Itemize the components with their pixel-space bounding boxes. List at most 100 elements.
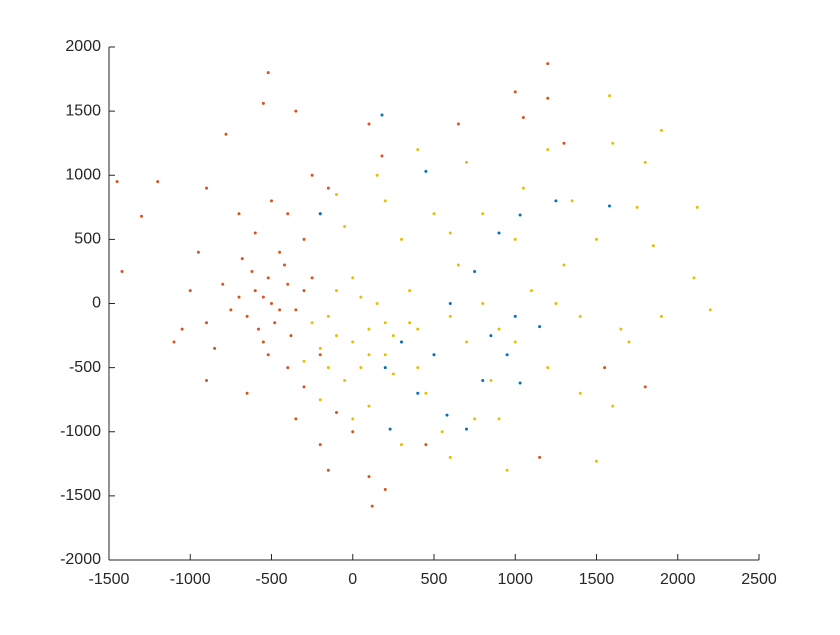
point — [448, 314, 452, 318]
point — [286, 212, 290, 216]
point — [608, 204, 611, 208]
point — [651, 244, 655, 248]
point — [380, 154, 384, 158]
point — [253, 289, 257, 293]
x-tick-label: -1000 — [170, 571, 211, 588]
point — [318, 346, 322, 350]
point — [302, 289, 306, 293]
y-tick-label: 1500 — [65, 102, 101, 119]
point — [432, 353, 436, 357]
point — [554, 199, 558, 203]
y-tick-label: -500 — [69, 359, 101, 376]
x-tick-label: -500 — [255, 571, 287, 588]
point — [180, 327, 184, 331]
point — [261, 340, 265, 344]
point — [294, 308, 298, 312]
point — [221, 282, 225, 286]
point — [205, 186, 208, 190]
point — [383, 487, 387, 491]
point — [518, 213, 522, 217]
point — [351, 430, 355, 434]
point — [391, 334, 395, 338]
point — [278, 308, 282, 312]
point — [380, 113, 384, 117]
point — [318, 353, 322, 357]
point — [261, 101, 265, 105]
point — [343, 378, 347, 382]
point — [335, 289, 338, 293]
point — [513, 340, 517, 344]
point — [408, 321, 412, 325]
point — [383, 321, 387, 325]
point — [326, 468, 330, 472]
point — [562, 263, 566, 267]
point — [497, 327, 501, 331]
point — [273, 321, 277, 325]
point — [294, 109, 298, 113]
point — [513, 314, 517, 318]
point — [224, 132, 228, 136]
point — [367, 475, 371, 479]
point — [367, 122, 371, 126]
point — [518, 381, 522, 385]
point — [245, 314, 249, 318]
point — [570, 199, 574, 203]
point — [619, 327, 623, 331]
x-tick-label: 1000 — [497, 571, 533, 588]
point — [521, 116, 525, 120]
x-tick-label: -1500 — [89, 571, 130, 588]
point — [473, 269, 477, 273]
point — [310, 276, 314, 280]
y-tick-label: 1000 — [65, 166, 101, 183]
point — [432, 212, 436, 216]
point — [643, 385, 647, 389]
point — [318, 212, 322, 216]
point — [521, 186, 525, 190]
point — [513, 237, 517, 241]
point — [546, 366, 550, 370]
point — [465, 427, 468, 431]
point — [302, 237, 306, 241]
x-tick-label: 500 — [421, 571, 448, 588]
point — [335, 411, 338, 415]
y-tick-label: 500 — [74, 231, 101, 248]
point — [635, 205, 639, 209]
y-tick-label: 2000 — [65, 38, 101, 55]
point — [213, 346, 217, 350]
point — [120, 269, 124, 273]
point — [302, 359, 306, 363]
point — [283, 263, 286, 267]
point — [286, 282, 290, 286]
point — [505, 468, 509, 472]
point — [546, 148, 550, 152]
point — [465, 160, 468, 164]
point — [245, 391, 249, 395]
x-tick-label: 2500 — [741, 571, 777, 588]
point — [489, 378, 493, 382]
x-tick-label: 2000 — [660, 571, 696, 588]
point — [416, 327, 420, 331]
point — [326, 314, 330, 318]
point — [367, 327, 371, 331]
point — [286, 366, 290, 370]
point — [538, 325, 542, 329]
point — [367, 353, 371, 357]
point — [400, 237, 403, 241]
point — [240, 257, 244, 261]
point — [595, 459, 598, 463]
point — [660, 128, 663, 132]
point — [335, 334, 338, 338]
point — [310, 321, 314, 325]
point — [172, 340, 176, 344]
point — [440, 430, 444, 434]
point — [310, 173, 314, 177]
point — [448, 302, 452, 305]
point — [627, 340, 631, 344]
point — [261, 295, 265, 299]
point — [578, 391, 582, 395]
point — [343, 225, 347, 229]
point — [326, 366, 330, 370]
point — [140, 214, 143, 218]
point — [257, 327, 260, 331]
point — [302, 385, 306, 389]
